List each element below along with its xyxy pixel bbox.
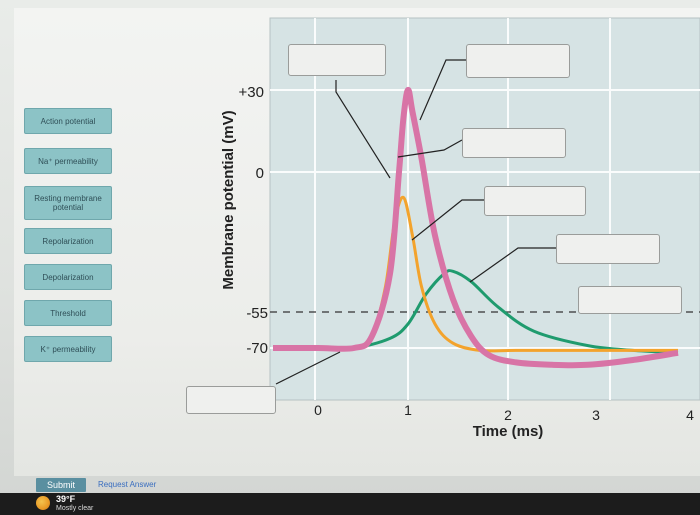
submit-button[interactable]: Submit: [36, 478, 86, 492]
leader-line: [335, 80, 391, 179]
label-threshold[interactable]: Threshold: [24, 300, 112, 326]
request-answer-link[interactable]: Request Answer: [98, 480, 157, 489]
drop-target-1[interactable]: [288, 44, 386, 76]
label-depolarization[interactable]: Depolarization: [24, 264, 112, 290]
x-tick-label: 2: [504, 407, 512, 423]
label-repolarization[interactable]: Repolarization: [24, 228, 112, 254]
label-na-permeability[interactable]: Na⁺ permeability: [24, 148, 112, 174]
drop-target-2[interactable]: [466, 44, 570, 78]
drop-target-5[interactable]: [556, 234, 660, 264]
label-resting-membrane-potential[interactable]: Resting membrane potential: [24, 186, 112, 220]
grid: [270, 18, 700, 400]
leader-line: [275, 351, 341, 385]
label-action-potential[interactable]: Action potential: [24, 108, 112, 134]
x-tick-label: 3: [592, 407, 600, 423]
taskbar-weather: 39°F Mostly clear: [0, 493, 700, 515]
drop-target-3[interactable]: [462, 128, 566, 158]
y-tick-label: 0: [256, 165, 264, 182]
x-tick-label: 0: [314, 402, 322, 418]
leader-line: [397, 139, 463, 158]
drop-target-6[interactable]: [578, 286, 682, 314]
y-axis-title: Membrane potential (mV): [220, 110, 237, 289]
label-bank: Action potential Na⁺ permeability Restin…: [24, 108, 120, 368]
y-tick-label: +30: [239, 84, 264, 101]
x-tick-label: 4: [686, 407, 694, 423]
y-tick-label: -55: [246, 305, 268, 322]
plot-frame: [269, 17, 700, 401]
label-k-permeability[interactable]: K⁺ permeability: [24, 336, 112, 362]
drop-target-4[interactable]: [484, 186, 586, 216]
leader-lines: [275, 59, 556, 385]
weather-moon-icon: [36, 496, 50, 510]
x-tick-label: 1: [404, 402, 412, 418]
leader-line: [411, 199, 486, 241]
series-membrane-potential-line: [273, 86, 679, 369]
weather-description: Mostly clear: [56, 505, 94, 512]
leader-line: [419, 59, 466, 121]
x-axis-title: Time (ms): [473, 423, 544, 440]
leader-line: [469, 247, 556, 283]
drop-target-7[interactable]: [186, 386, 276, 414]
weather-temperature: 39°F: [56, 494, 76, 504]
y-tick-label: -70: [246, 340, 268, 357]
